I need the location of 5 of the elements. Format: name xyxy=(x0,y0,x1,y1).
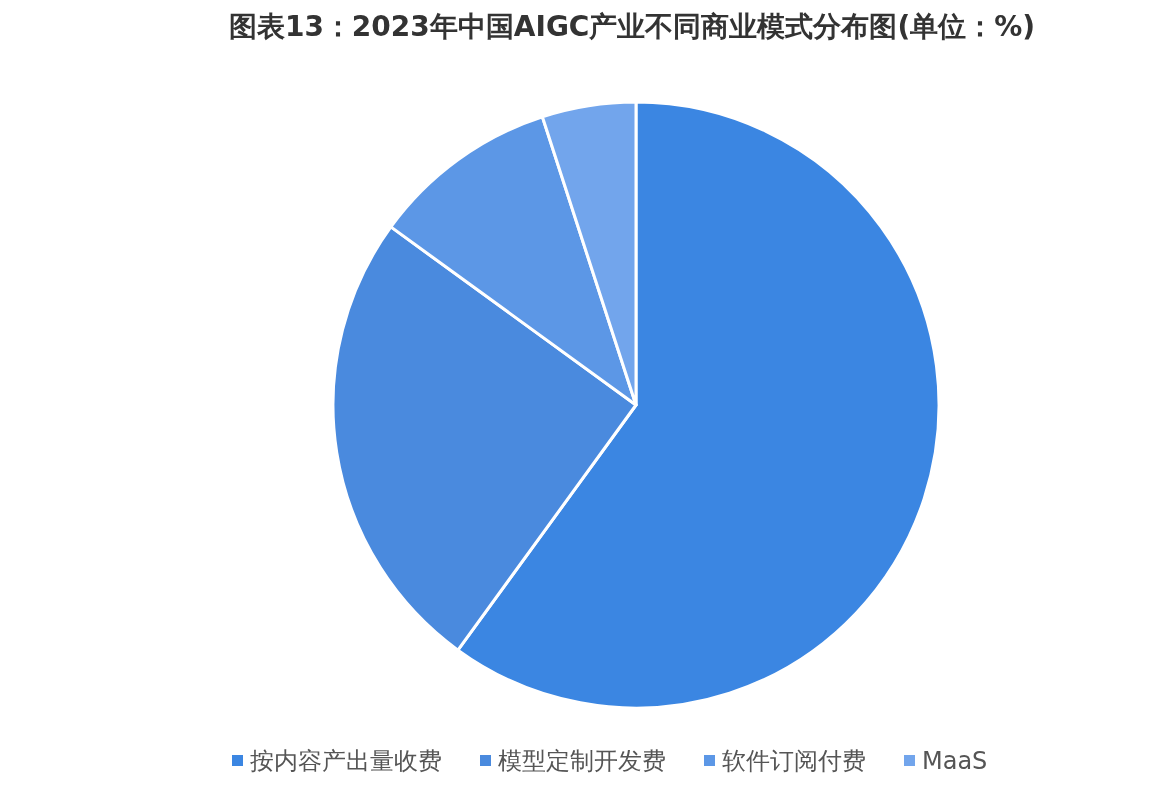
legend-label: 软件订阅付费 xyxy=(722,747,866,775)
chart-title: 图表13：2023年中国AIGC产业不同商业模式分布图(单位：%) xyxy=(228,10,1036,43)
legend-label: 模型定制开发费 xyxy=(498,747,666,775)
legend-label: 按内容产出量收费 xyxy=(250,747,442,775)
legend-label: MaaS xyxy=(922,747,988,775)
